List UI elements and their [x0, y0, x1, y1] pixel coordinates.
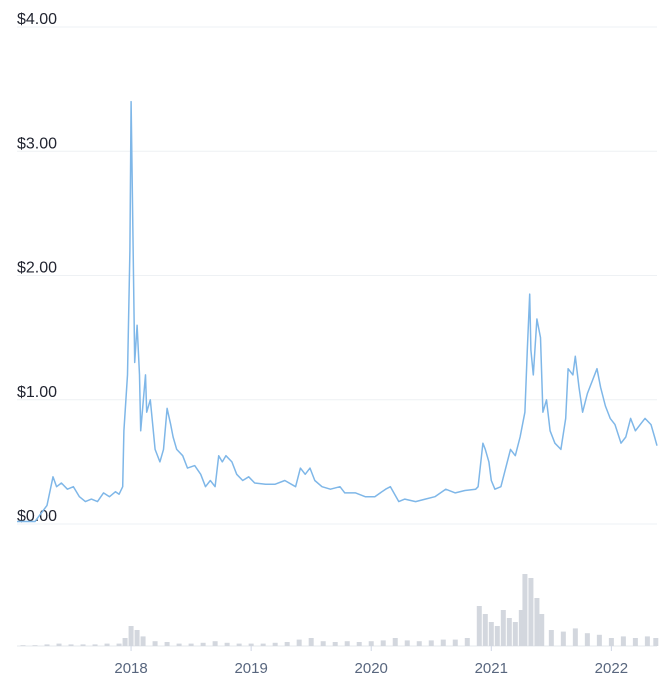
volume-bar: [356, 642, 362, 646]
volume-bar: [440, 639, 446, 646]
volume-bar: [416, 641, 422, 646]
volume-bar: [134, 630, 140, 646]
volume-bar: [534, 598, 540, 646]
x-tick-label: 2022: [595, 660, 628, 677]
volume-bar: [380, 640, 386, 646]
volume-bar: [522, 574, 528, 646]
y-tick-label: $0.00: [17, 508, 57, 525]
y-tick-label: $2.00: [17, 260, 57, 277]
volume-bar: [476, 606, 482, 646]
volume-bar: [128, 626, 134, 646]
volume-bar: [92, 644, 98, 646]
volume-bar: [528, 578, 534, 646]
volume-bar: [116, 643, 122, 646]
volume-bar: [80, 644, 86, 646]
volume-bar: [332, 642, 338, 646]
volume-bar: [404, 640, 410, 646]
volume-bar: [494, 626, 500, 646]
volume-bar: [644, 636, 650, 646]
volume-bar: [296, 639, 302, 646]
volume-bar: [32, 645, 38, 646]
volume-bar: [260, 643, 266, 646]
x-tick-label: 2020: [355, 660, 388, 677]
volume-bar: [20, 645, 26, 646]
volume-bar: [248, 643, 254, 646]
volume-bar: [344, 641, 350, 646]
volume-bar: [200, 642, 206, 646]
x-tick-label: 2018: [114, 660, 147, 677]
y-tick-label: $1.00: [17, 384, 57, 401]
volume-bar: [272, 642, 278, 646]
volume-bar: [452, 639, 458, 646]
volume-bar: [428, 640, 434, 646]
volume-bar: [368, 641, 374, 646]
volume-bar: [500, 610, 506, 646]
volume-bar: [653, 638, 659, 646]
volume-bar: [308, 638, 314, 646]
volume-bar: [320, 641, 326, 646]
volume-bar: [482, 614, 488, 646]
volume-bar: [539, 614, 545, 646]
volume-bar: [176, 643, 182, 646]
volume-bar: [224, 642, 230, 646]
volume-bar: [584, 633, 590, 646]
volume-bar: [392, 638, 398, 646]
x-tick-label: 2021: [475, 660, 508, 677]
volume-bar: [104, 643, 110, 646]
x-tick-label: 2019: [234, 660, 267, 677]
volume-bar: [548, 630, 554, 646]
volume-bar: [140, 636, 146, 646]
volume-bar: [188, 643, 194, 646]
volume-bar: [152, 641, 158, 646]
price-line: [17, 100, 658, 523]
volume-bar: [44, 644, 50, 646]
volume-bar: [608, 638, 614, 646]
volume-bar: [518, 610, 524, 646]
y-tick-label: $4.00: [17, 11, 57, 28]
volume-bar: [68, 644, 74, 646]
y-tick-label: $3.00: [17, 135, 57, 152]
volume-bar: [506, 618, 512, 646]
volume-bar: [596, 634, 602, 646]
volume-bar: [164, 642, 170, 646]
volume-bar: [236, 643, 242, 646]
volume-bar: [212, 641, 218, 646]
volume-bar: [464, 638, 470, 646]
volume-bar: [284, 642, 290, 646]
volume-bar: [512, 622, 518, 646]
volume-bar: [122, 638, 128, 646]
volume-bar: [632, 638, 638, 646]
volume-bar: [560, 631, 566, 646]
volume-bar: [620, 636, 626, 646]
volume-bar: [572, 628, 578, 646]
volume-bar: [488, 622, 494, 646]
volume-bar: [56, 643, 62, 646]
